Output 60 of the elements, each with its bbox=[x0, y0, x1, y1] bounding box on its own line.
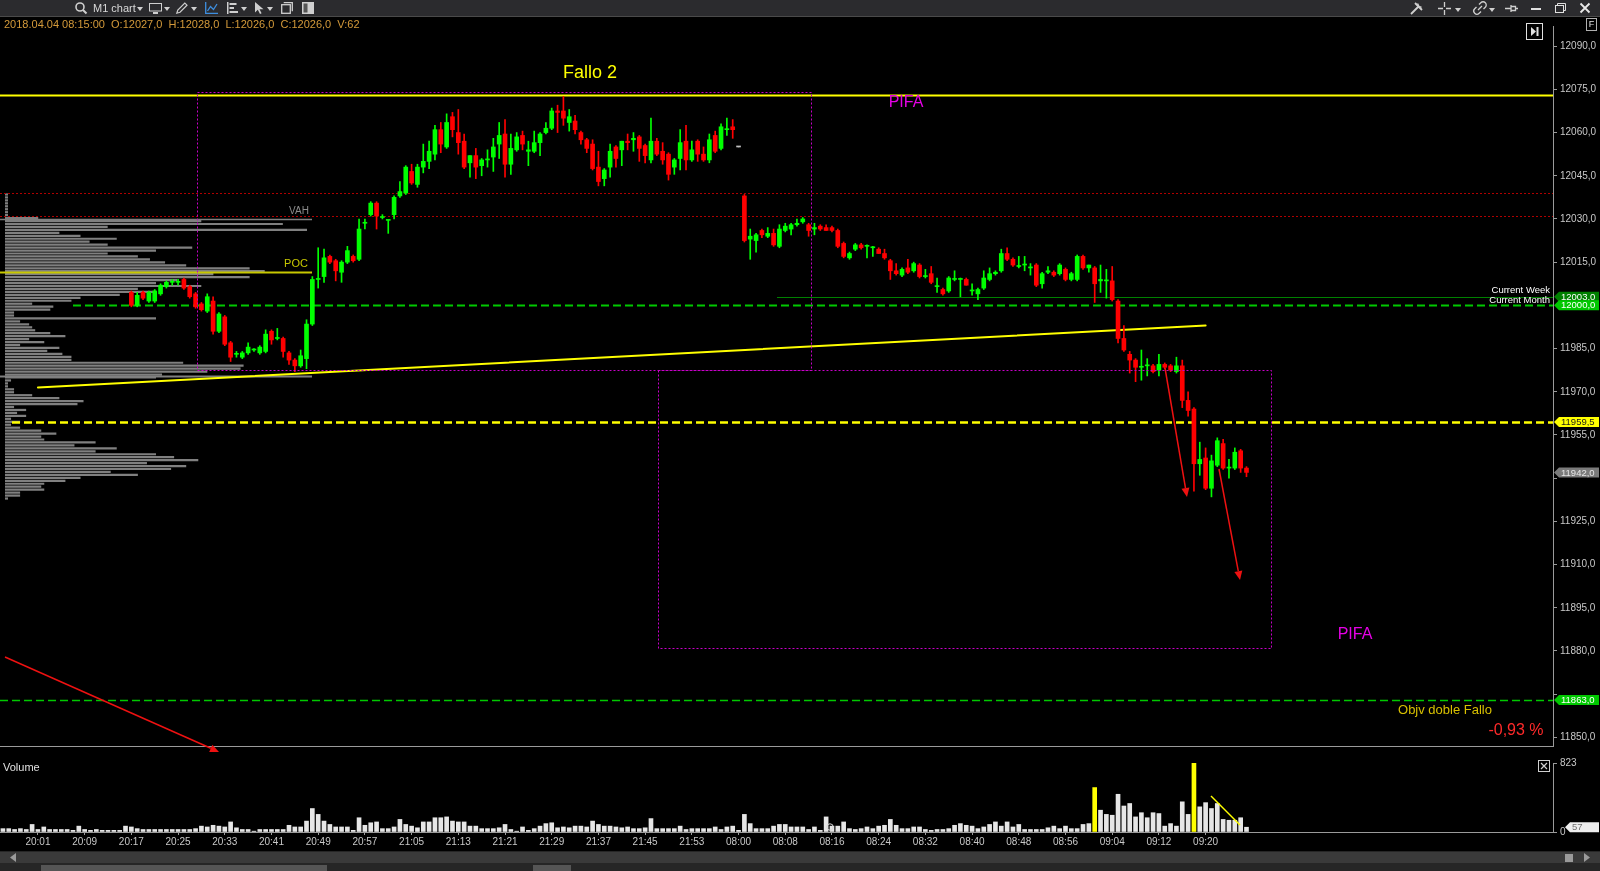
y-tick-label: 11910,0 bbox=[1560, 558, 1596, 570]
text: 11942,0 bbox=[1561, 466, 1595, 478]
y-tick-label: 12075,0 bbox=[1560, 83, 1597, 95]
x-tick-label: 20:09 bbox=[72, 835, 98, 847]
y-tick-label: 12060,0 bbox=[1560, 126, 1597, 138]
y-tick-label: 11895,0 bbox=[1560, 601, 1596, 613]
y-tick-label: 11985,0 bbox=[1560, 342, 1596, 354]
ref-line-label: Objv doble Fallo bbox=[1398, 702, 1492, 718]
y-tick-label: 12030,0 bbox=[1560, 212, 1597, 224]
text: 12003,0 bbox=[1561, 290, 1596, 302]
y-tick-label: 11970,0 bbox=[1560, 385, 1596, 397]
y-tick-label: 11955,0 bbox=[1560, 428, 1596, 440]
x-tick-label: 21:37 bbox=[585, 835, 612, 847]
ref-line-label: POC bbox=[284, 257, 308, 270]
y-tick-label: 0 bbox=[1560, 825, 1566, 837]
x-tick-label: 09:20 bbox=[1193, 835, 1219, 847]
x-tick-label: 21:29 bbox=[539, 835, 565, 847]
x-tick-label: 08:56 bbox=[1052, 835, 1079, 847]
ref-line-label: Current Week bbox=[1491, 284, 1551, 296]
x-tick-label: 21:53 bbox=[679, 835, 705, 847]
annotation: PIFA bbox=[1337, 625, 1373, 643]
y-tick-label: 11925,0 bbox=[1560, 515, 1596, 527]
ref-line-label: VAH bbox=[289, 204, 309, 216]
x-tick-label: 21:05 bbox=[399, 835, 425, 847]
x-tick-label: 08:16 bbox=[819, 835, 845, 847]
x-tick-label: 20:57 bbox=[352, 835, 378, 847]
x-tick-label: 09:12 bbox=[1146, 835, 1172, 847]
x-tick-label: 08:48 bbox=[1006, 835, 1032, 847]
annotation: PIFA bbox=[888, 93, 924, 111]
ref-line-label: Current Month bbox=[1489, 293, 1550, 305]
y-tick-label: 12015,0 bbox=[1560, 255, 1597, 267]
x-tick-label: 09:04 bbox=[1099, 835, 1126, 847]
x-tick-label: 20:25 bbox=[165, 835, 192, 847]
x-tick-label: 21:21 bbox=[492, 835, 518, 847]
y-tick-label: 11850,0 bbox=[1560, 731, 1596, 743]
text: 11959,5 bbox=[1561, 416, 1595, 428]
annotation: Volume bbox=[3, 761, 40, 774]
x-tick-label: 20:01 bbox=[25, 835, 51, 847]
text: 57 bbox=[1572, 821, 1583, 833]
x-tick-label: 08:40 bbox=[959, 835, 986, 847]
x-tick-label: 20:41 bbox=[258, 835, 285, 847]
annotation: 2018.04.04 08:15:00 O:12027,0 H:12028,0 L:12026,0 C:12026,0 V:62 bbox=[4, 18, 360, 31]
x-tick-label: 08:00 bbox=[726, 835, 752, 847]
x-tick-label: 08:08 bbox=[772, 835, 799, 847]
x-tick-label: 20:17 bbox=[118, 835, 145, 847]
y-tick-label: 11880,0 bbox=[1560, 644, 1596, 656]
y-tick-label: 823 bbox=[1560, 756, 1578, 768]
text: F bbox=[1586, 18, 1597, 31]
x-tick-label: 21:45 bbox=[632, 835, 659, 847]
text: 11863,0 bbox=[1561, 694, 1595, 706]
x-tick-label: 08:32 bbox=[912, 835, 939, 847]
ref-line-label: Fallo 2 bbox=[562, 62, 618, 83]
x-tick-label: 20:49 bbox=[305, 835, 332, 847]
x-tick-label: 20:33 bbox=[212, 835, 238, 847]
text: M1 chart bbox=[93, 1, 136, 16]
annotation: -0,93 % bbox=[1488, 721, 1544, 739]
x-tick-label: 21:13 bbox=[445, 835, 472, 847]
y-tick-label: 12045,0 bbox=[1560, 169, 1597, 181]
y-tick-label: 12090,0 bbox=[1560, 39, 1597, 51]
x-tick-label: 08:24 bbox=[866, 835, 892, 847]
